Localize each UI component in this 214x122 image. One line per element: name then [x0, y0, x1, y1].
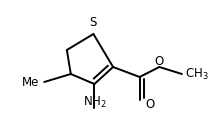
Text: S: S — [90, 15, 97, 29]
Text: O: O — [155, 55, 164, 68]
Text: Me: Me — [22, 76, 39, 88]
Text: CH$_3$: CH$_3$ — [185, 66, 209, 81]
Text: NH$_2$: NH$_2$ — [83, 95, 106, 110]
Text: O: O — [146, 97, 155, 111]
